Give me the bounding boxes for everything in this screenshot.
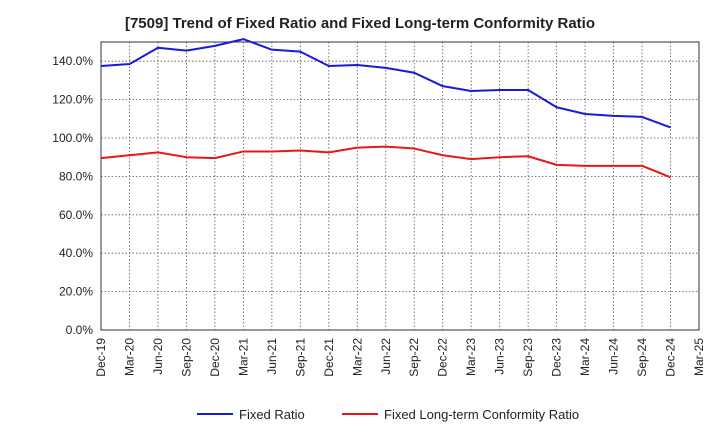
x-tick-label: Sep-24	[635, 338, 649, 377]
x-tick-label: Dec-23	[550, 338, 564, 377]
x-tick-label: Mar-21	[236, 338, 250, 376]
x-tick-label: Jun-20	[151, 338, 165, 375]
x-tick-label: Dec-19	[94, 338, 108, 377]
gridlines	[101, 42, 699, 330]
x-tick-label: Sep-22	[407, 338, 421, 377]
x-tick-label: Mar-25	[692, 338, 706, 376]
x-tick-label: Jun-23	[493, 338, 507, 375]
x-tick-label: Sep-20	[179, 338, 193, 377]
x-tick-label: Dec-24	[664, 338, 678, 377]
chart-title: [7509] Trend of Fixed Ratio and Fixed Lo…	[124, 15, 596, 32]
x-tick-label: Mar-24	[578, 338, 592, 376]
axes	[100, 41, 700, 331]
series-line-fixed-long-term-conformity-ratio	[100, 145, 671, 179]
legend-fixed-ratio-label: Fixed Ratio	[239, 407, 305, 422]
y-tick-label: 140.0%	[52, 54, 93, 68]
series-line-fixed-ratio	[100, 38, 671, 129]
y-tick-label: 120.0%	[52, 93, 93, 107]
x-tick-label: Dec-20	[208, 338, 222, 377]
x-tick-label: Mar-20	[122, 338, 136, 376]
x-tick-label: Jun-22	[379, 338, 393, 375]
y-tick-label: 0.0%	[66, 323, 94, 337]
legend-fixed-long-term-conformity-ratio-label: Fixed Long-term Conformity Ratio	[384, 407, 579, 422]
y-tick-label: 60.0%	[59, 208, 93, 222]
legend: Fixed Ratio Fixed Long-term Conformity Ra…	[197, 407, 579, 422]
series-lines	[100, 38, 671, 179]
y-tick-labels: 0.0% 20.0% 40.0% 60.0% 80.0% 100.0% 120.0% 140.…	[52, 54, 93, 337]
x-tick-label: Jun-21	[265, 338, 279, 375]
x-tick-label: Mar-22	[350, 338, 364, 376]
x-tick-label: Jun-24	[607, 338, 621, 375]
y-tick-label: 40.0%	[59, 246, 93, 260]
x-tick-labels: Dec-19 Mar-20 Jun-20 Sep-20 Dec-20 Mar-21 Jun-…	[94, 338, 706, 377]
x-tick-label: Dec-22	[436, 338, 450, 377]
y-tick-label: 80.0%	[59, 169, 93, 183]
plot-frame	[100, 41, 700, 331]
x-tick-label: Dec-21	[322, 338, 336, 377]
x-tick-label: Mar-23	[464, 338, 478, 376]
x-tick-label: Sep-21	[293, 338, 307, 377]
x-tick-label: Sep-23	[521, 338, 535, 377]
y-tick-label: 20.0%	[59, 285, 93, 299]
y-tick-label: 100.0%	[52, 131, 93, 145]
